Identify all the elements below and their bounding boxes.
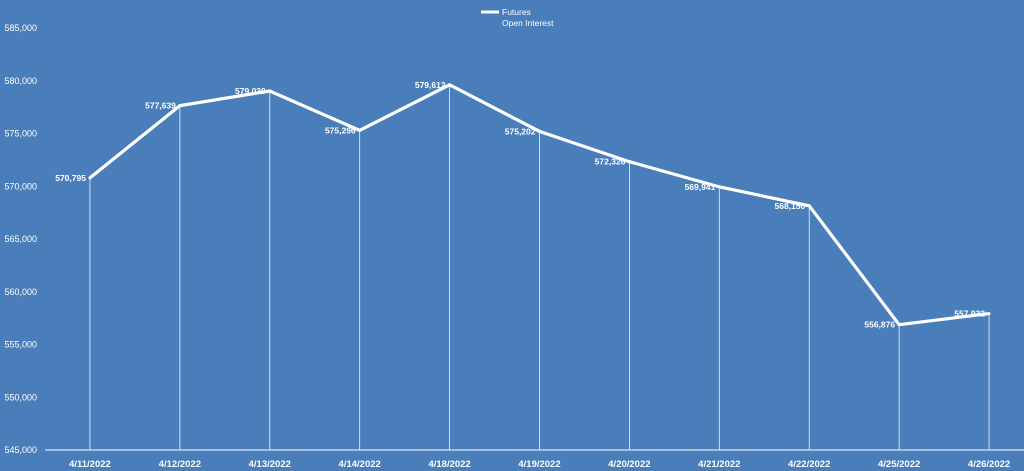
data-point	[178, 104, 182, 108]
y-tick-label: 585,000	[4, 23, 37, 33]
drop-lines	[89, 84, 990, 450]
data-label: 579,612	[415, 80, 446, 90]
data-point	[538, 129, 541, 133]
x-tick-label: 4/13/2022	[249, 459, 291, 470]
y-tick-label: 565,000	[4, 234, 37, 244]
data-point	[627, 160, 631, 164]
y-tick-label: 560,000	[4, 287, 37, 297]
data-label: 568,150	[774, 201, 805, 211]
data-point	[717, 185, 721, 189]
data-point	[987, 312, 991, 316]
x-tick-label: 4/26/2022	[968, 459, 1010, 470]
x-tick-label: 4/12/2022	[159, 459, 201, 470]
data-point	[807, 204, 811, 208]
y-tick-label: 555,000	[4, 340, 37, 350]
data-point	[268, 89, 272, 93]
x-tick-label: 4/19/2022	[518, 459, 560, 470]
data-label: 557,932	[954, 309, 985, 319]
data-label: 572,326	[595, 157, 626, 167]
y-tick-label: 580,000	[4, 76, 37, 86]
y-tick-label: 550,000	[4, 392, 37, 402]
data-label: 569,941	[685, 182, 716, 192]
data-label: 577,639	[145, 101, 176, 111]
y-tick-label: 570,000	[4, 181, 37, 191]
y-tick-label: 545,000	[4, 445, 37, 455]
x-tick-label: 4/25/2022	[878, 459, 920, 470]
legend-label-line2: Open Interest	[502, 18, 554, 28]
y-axis: 545,000 550,000 555,000 560,000 565,000 570,0…	[4, 23, 37, 455]
series-futures-open-interest	[88, 83, 991, 327]
legend: Futures Open Interest	[481, 7, 554, 28]
data-point	[358, 128, 362, 132]
data-label: 579,030	[235, 86, 266, 96]
data-label: 575,202	[505, 126, 536, 136]
x-tick-label: 4/11/2022	[69, 459, 111, 470]
x-tick-label: 4/14/2022	[339, 459, 381, 470]
x-tick-label: 4/18/2022	[428, 459, 470, 470]
x-tick-label: 4/21/2022	[698, 459, 740, 470]
data-point	[448, 83, 452, 87]
y-tick-label: 575,000	[4, 129, 37, 139]
data-labels: 570,795 577,639 579,030 575,296 579,612 575,2…	[55, 80, 985, 330]
data-label: 556,876	[864, 320, 895, 330]
x-tick-label: 4/20/2022	[608, 459, 650, 470]
data-point	[897, 323, 901, 327]
data-label: 575,296	[325, 125, 356, 135]
x-axis: 4/11/2022 4/12/2022 4/13/2022 4/14/2022 4/18…	[45, 449, 1024, 470]
x-tick-label: 4/22/2022	[788, 459, 830, 470]
data-point	[88, 176, 92, 180]
legend-label-line1: Futures	[502, 7, 531, 17]
data-label: 570,795	[55, 173, 86, 183]
